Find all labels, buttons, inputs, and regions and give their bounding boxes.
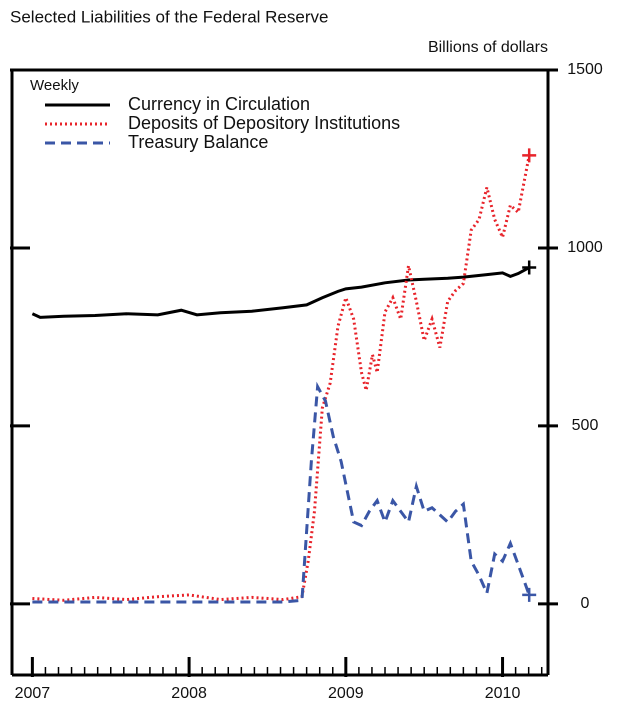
y-tick-label: 1000 [567,239,603,256]
end-marker [522,148,537,163]
legend-label: Currency in Circulation [128,94,310,114]
y-tick-label: 500 [572,417,599,434]
x-tick-label: 2010 [485,685,521,702]
legend-label: Treasury Balance [128,132,268,152]
chart-title: Selected Liabilities of the Federal Rese… [10,7,328,26]
line-dotted [32,155,531,602]
y-tick-label: 0 [581,595,590,612]
end-marker [522,587,537,602]
legend-title: Weekly [30,77,79,94]
line-solid [31,266,530,319]
y-tick-label: 1500 [567,61,603,78]
x-tick-label: 2009 [328,685,364,702]
x-tick-label: 2007 [15,685,51,702]
line-dashed [32,381,531,604]
legend-label: Deposits of Depository Institutions [128,113,400,133]
y-axis-label: Billions of dollars [428,39,548,56]
end-marker [522,260,537,275]
x-tick-label: 2008 [171,685,207,702]
